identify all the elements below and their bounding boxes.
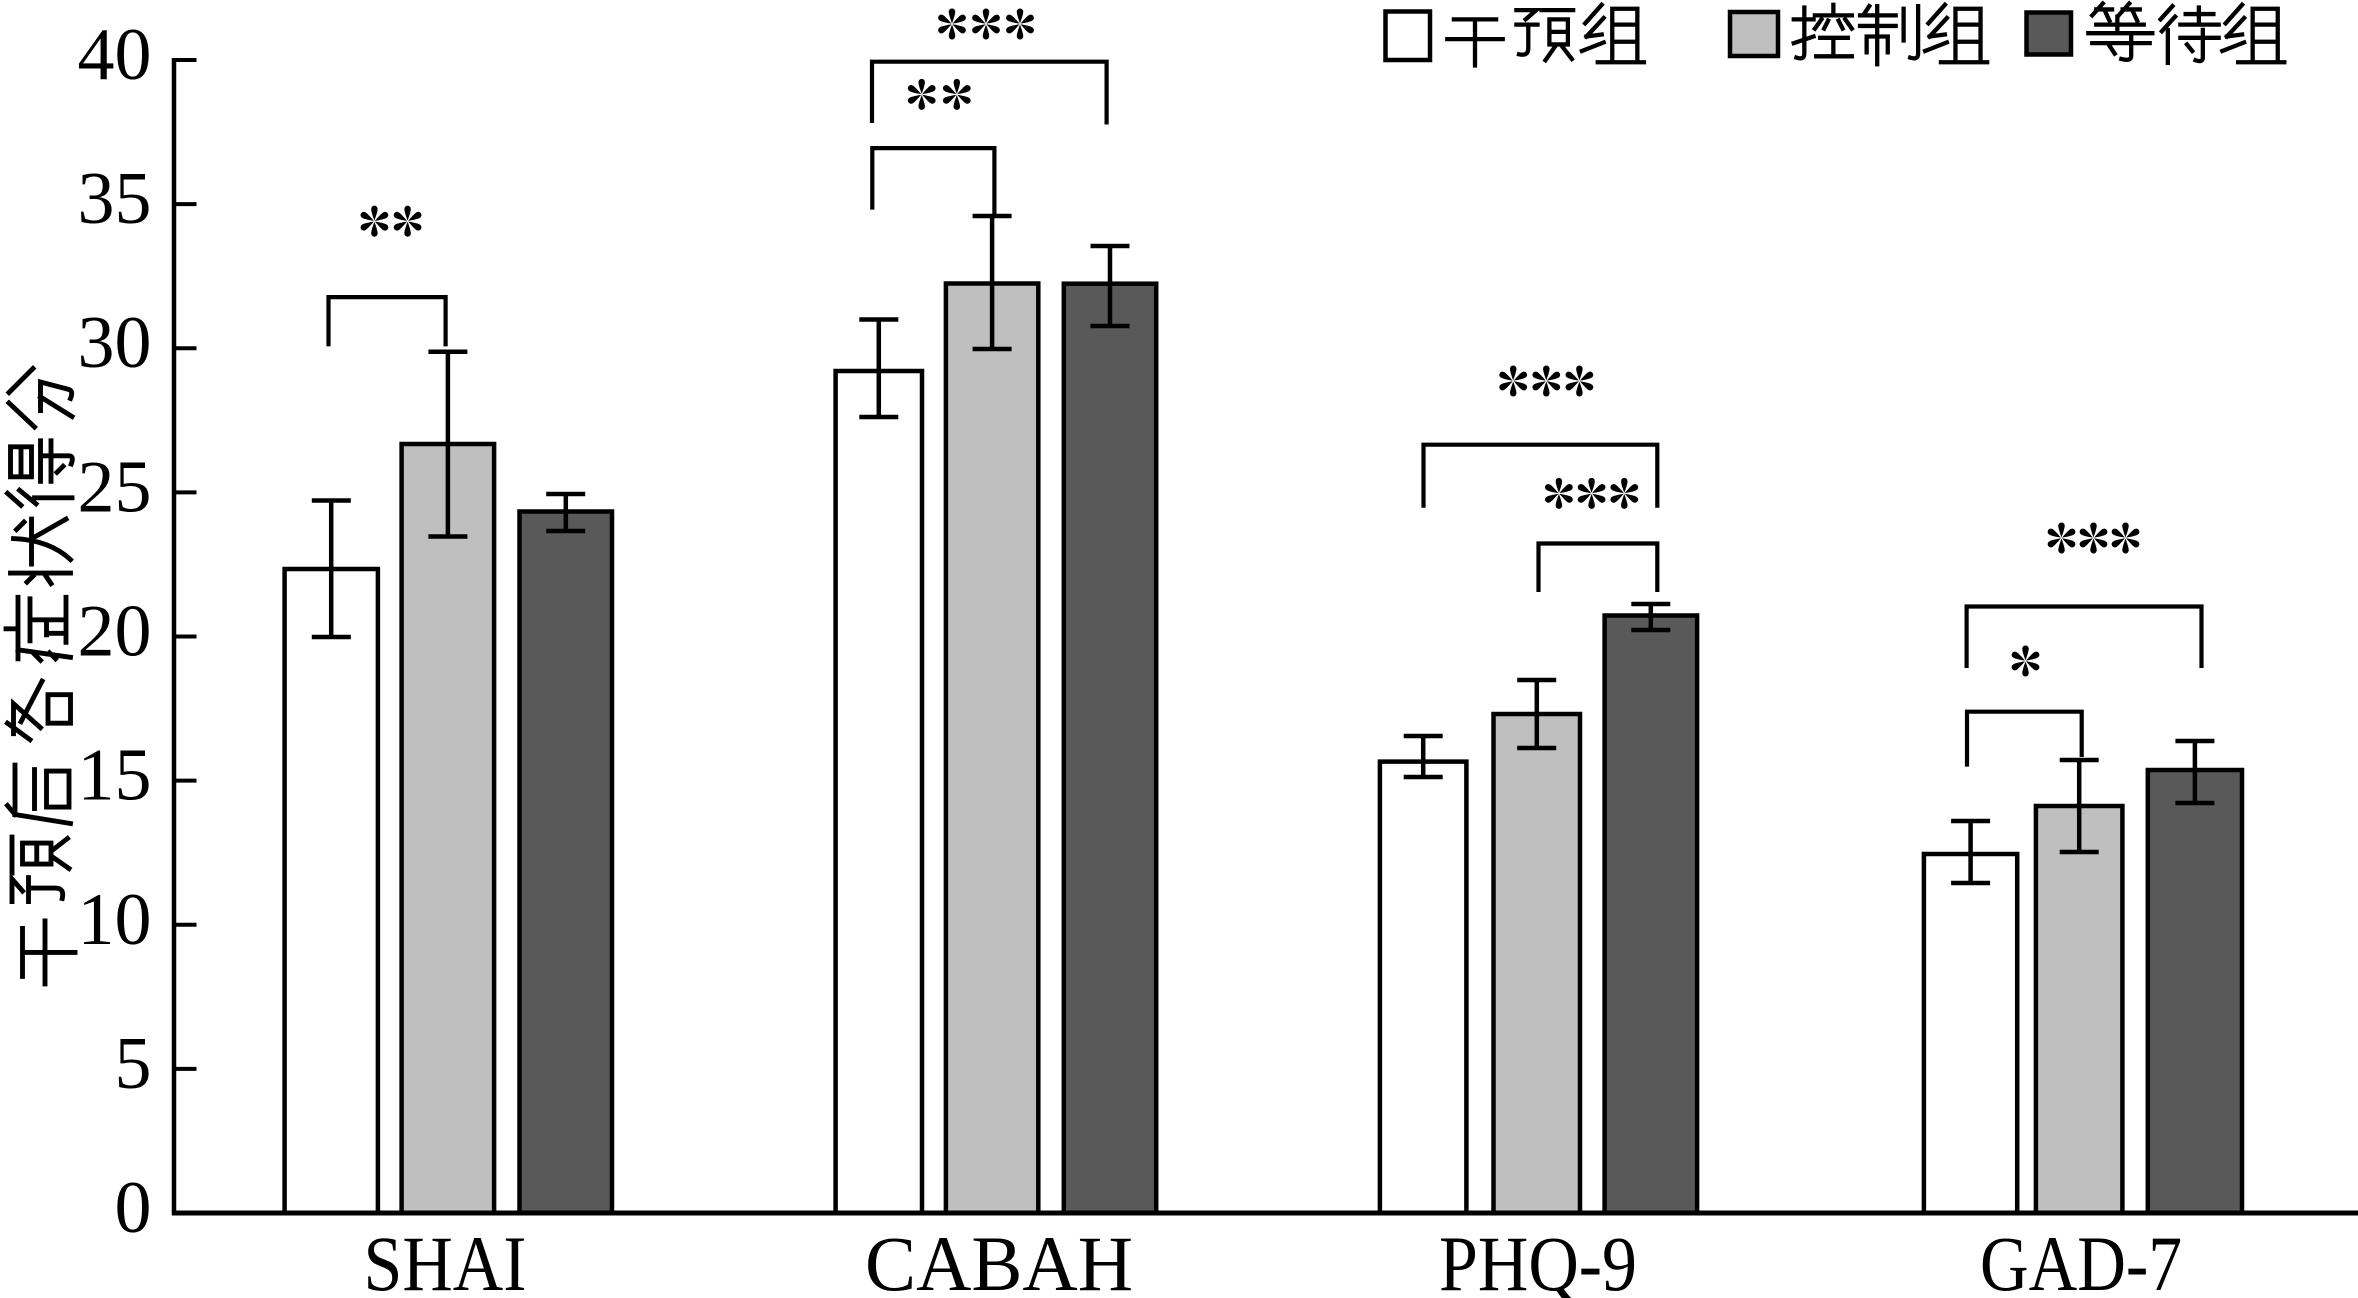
svg-text:20: 20	[78, 591, 152, 673]
svg-text:SHAI: SHAI	[364, 1220, 527, 1298]
svg-text:CABAH: CABAH	[865, 1220, 1133, 1298]
svg-text:15: 15	[78, 735, 152, 817]
svg-text:40: 40	[78, 14, 152, 96]
svg-text:GAD-7: GAD-7	[1980, 1220, 2182, 1298]
svg-text:PHQ-9: PHQ-9	[1439, 1220, 1637, 1298]
svg-text:10: 10	[78, 879, 152, 961]
svg-text:0: 0	[115, 1167, 152, 1249]
svg-text:35: 35	[78, 158, 152, 240]
svg-text:25: 25	[78, 446, 152, 528]
svg-text:30: 30	[78, 302, 152, 384]
svg-text:5: 5	[115, 1023, 152, 1105]
